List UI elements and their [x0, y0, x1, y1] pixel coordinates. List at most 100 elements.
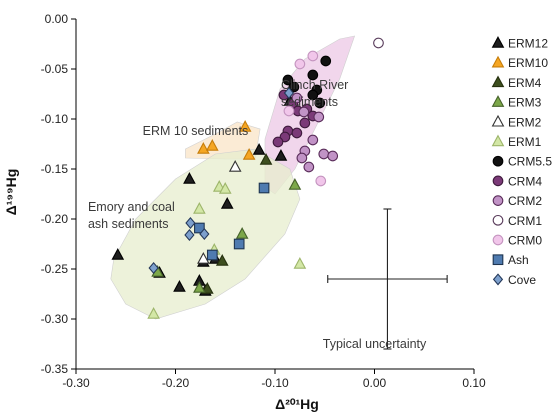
- legend-marker-erm10: [491, 55, 505, 68]
- legend-label-crm1: CRM1: [508, 214, 542, 228]
- y-tick-label: -0.05: [41, 62, 69, 76]
- x-tick-label: -0.20: [162, 376, 190, 390]
- data-points: [111, 37, 384, 319]
- point-erm12: [274, 149, 288, 161]
- annotation-line: Clinch River: [281, 78, 348, 92]
- point-crm2: [327, 150, 339, 162]
- point-erm2: [197, 252, 210, 264]
- y-tick-label: -0.30: [41, 312, 69, 326]
- legend-label-cove: Cove: [508, 273, 536, 287]
- x-tick-label: 0.00: [363, 376, 387, 390]
- point-erm3: [193, 281, 206, 293]
- point-erm12: [111, 248, 125, 260]
- legend-marker-erm12: [491, 36, 505, 48]
- point-erm1: [293, 257, 307, 269]
- legend-label-erm1: ERM1: [508, 135, 542, 149]
- point-cove: [199, 227, 210, 241]
- legend-label-ash: Ash: [508, 253, 529, 267]
- annotation-line: sediments: [281, 95, 338, 109]
- point-erm12: [220, 197, 234, 209]
- point-cove: [185, 216, 196, 230]
- y-tick-label: 0.00: [45, 12, 69, 26]
- legend-marker-crm0: [492, 234, 504, 246]
- legend-marker-ash: [492, 254, 504, 266]
- point-erm4: [259, 153, 273, 165]
- point-crm4: [291, 127, 303, 139]
- annotation-line: ash sediments: [88, 217, 169, 231]
- y-axis-title: Δ¹⁹⁹Hg: [3, 169, 19, 216]
- point-ash: [233, 238, 245, 250]
- y-tick-label: -0.35: [41, 362, 69, 376]
- point-erm10: [205, 139, 219, 151]
- legend-label-crm5-5: CRM5.5: [508, 155, 552, 169]
- point-erm4: [201, 282, 214, 294]
- annotation-typical-uncertainty: Typical uncertainty: [323, 337, 427, 351]
- legend-label-erm4: ERM4: [508, 76, 542, 90]
- point-crm2: [298, 106, 310, 118]
- point-crm0: [283, 105, 295, 117]
- annotation-erm10-sediments: ERM 10 sediments: [143, 124, 249, 138]
- legend-marker-crm1: [492, 214, 504, 226]
- legend-label-erm10: ERM10: [508, 56, 548, 70]
- y-tick-label: -0.10: [41, 112, 69, 126]
- legend-marker-erm2: [491, 114, 505, 127]
- point-cove: [148, 261, 159, 275]
- y-tick-label: -0.15: [41, 162, 69, 176]
- point-crm2: [291, 92, 303, 104]
- point-crm5-5: [314, 97, 326, 109]
- legend-marker-cove: [492, 273, 504, 286]
- point-crm0: [294, 58, 306, 70]
- axes: -0.30 -0.20 -0.10 0.00 0.10 0.00 -0.05 -0.10 -0.…: [41, 12, 486, 390]
- point-erm3: [235, 227, 249, 239]
- point-ash: [258, 182, 270, 194]
- point-crm2: [318, 148, 330, 160]
- point-erm2: [228, 160, 242, 172]
- y-tick-label: -0.25: [41, 262, 69, 276]
- legend-marker-crm2: [492, 195, 504, 206]
- annotation-layer: Clinch River sediments ERM 10 sediments Emo…: [88, 78, 427, 351]
- annotation-line: ERM 10 sediments: [143, 124, 249, 138]
- point-erm10: [238, 120, 252, 132]
- point-ash: [206, 249, 218, 261]
- legend-label-crm4: CRM4: [508, 174, 542, 188]
- point-crm5-5: [307, 89, 319, 101]
- y-tick-label: -0.20: [41, 212, 69, 226]
- legend-marker-erm4: [491, 75, 505, 88]
- legend-label-crm2: CRM2: [508, 194, 542, 208]
- x-axis-title: Δ²⁰¹Hg: [275, 396, 319, 412]
- point-crm1: [373, 37, 384, 49]
- legend-marker-erm1: [491, 134, 505, 147]
- point-cove: [283, 86, 295, 100]
- point-erm1: [147, 307, 160, 319]
- typical-uncertainty-marker: [327, 208, 448, 350]
- point-crm5-5: [320, 55, 332, 67]
- point-crm2: [296, 152, 308, 164]
- point-erm10: [242, 148, 256, 160]
- point-erm12: [173, 280, 186, 292]
- point-crm5-5: [307, 69, 319, 81]
- point-crm2: [307, 134, 319, 146]
- legend: ERM12 ERM10 ERM4 ERM3 ERM2 ERM1 CRM5.5 CRM4 CRM2…: [491, 36, 552, 287]
- legend-label-crm0: CRM0: [508, 234, 542, 248]
- point-erm4: [215, 254, 229, 266]
- legend-label-erm3: ERM3: [508, 96, 542, 110]
- legend-label-erm2: ERM2: [508, 115, 542, 129]
- point-crm5-5: [282, 74, 294, 86]
- legend-marker-crm5-5: [492, 155, 504, 167]
- legend-marker-crm4: [492, 175, 504, 187]
- legend-label-erm12: ERM12: [508, 37, 548, 51]
- point-crm5-5: [288, 81, 300, 93]
- point-crm0: [315, 175, 327, 187]
- annotation-line: Emory and coal: [88, 200, 175, 214]
- legend-marker-erm3: [491, 95, 505, 107]
- annotation-emory-ash: Emory and coal ash sediments: [88, 200, 175, 231]
- x-tick-label: -0.10: [261, 376, 289, 390]
- annotation-line: Typical uncertainty: [323, 337, 427, 351]
- point-crm4: [299, 117, 311, 129]
- point-crm0: [307, 50, 319, 62]
- point-crm4: [272, 136, 284, 148]
- point-cove: [184, 228, 195, 242]
- point-erm12: [252, 143, 266, 155]
- x-tick-label: 0.10: [462, 376, 486, 390]
